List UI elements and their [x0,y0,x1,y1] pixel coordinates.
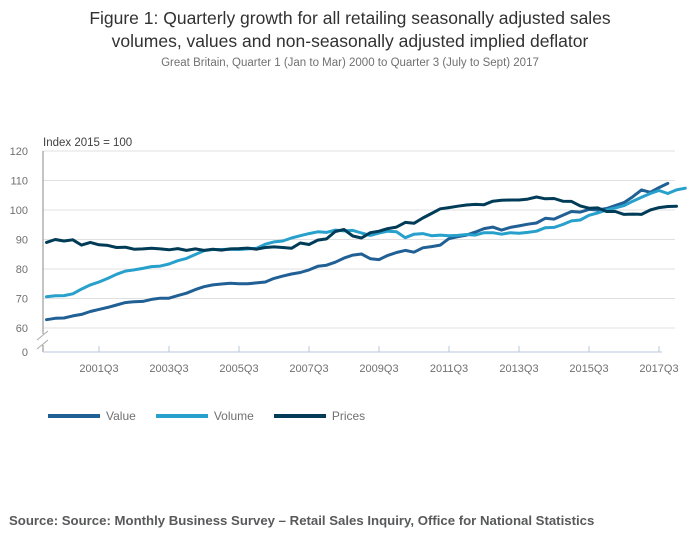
x-tick-label: 2013Q3 [499,363,538,375]
legend-swatch-value [48,414,100,418]
axes: 120 110 100 90 80 70 60 0 2001Q3 2003Q3 2005Q3 2007… [10,146,679,375]
chart-subtitle: Great Britain, Quarter 1 (Jan to Mar) 20… [161,57,539,69]
legend: Value Volume Prices [48,409,385,423]
x-tick-label: 2005Q3 [219,363,258,375]
y-tick-label: 100 [10,205,28,217]
x-tick-label: 2017Q3 [639,363,678,375]
x-tick-label: 2007Q3 [289,363,328,375]
chart-title-line-1: Figure 1: Quarterly growth for all retai… [89,8,611,28]
axis-break-mark [36,330,49,341]
chart-title: Figure 1: Quarterly growth for all retai… [0,7,700,53]
gridlines [43,150,675,329]
axis-break-mark [36,339,49,350]
legend-swatch-prices [273,414,326,418]
legend-item-prices[interactable]: Prices [273,409,366,423]
y-tick-label: 120 [10,146,28,158]
x-tick-label: 2003Q3 [149,363,188,375]
chart-title-line-2: volumes, values and non-seasonally adjus… [111,31,589,51]
series-line-volume [45,186,687,299]
y-tick-label: 70 [16,294,28,306]
x-tick-label: 2009Q3 [359,363,398,375]
series-line-value [45,181,670,322]
x-tick-label: 2001Q3 [79,363,118,375]
legend-item-volume[interactable]: Volume [155,409,254,423]
y-tick-label: 60 [16,323,28,335]
source-note: Source: Source: Monthly Business Survey … [9,513,595,528]
y-tick-label: 0 [22,347,28,359]
legend-label-volume: Volume [213,409,254,423]
y-axis-unit-label: Index 2015 = 100 [43,137,132,149]
series-line-prices [45,195,678,252]
x-tick-label: 2015Q3 [569,363,608,375]
legend-swatch-volume [155,414,208,418]
x-tick-label: 2011Q3 [430,363,468,375]
legend-label-value: Value [106,409,136,423]
legend-label-prices: Prices [331,409,366,423]
y-tick-label: 90 [16,235,28,247]
legend-item-value[interactable]: Value [48,409,136,423]
series-lines [45,181,687,322]
y-tick-label: 110 [10,176,28,188]
y-tick-label: 80 [16,264,28,276]
